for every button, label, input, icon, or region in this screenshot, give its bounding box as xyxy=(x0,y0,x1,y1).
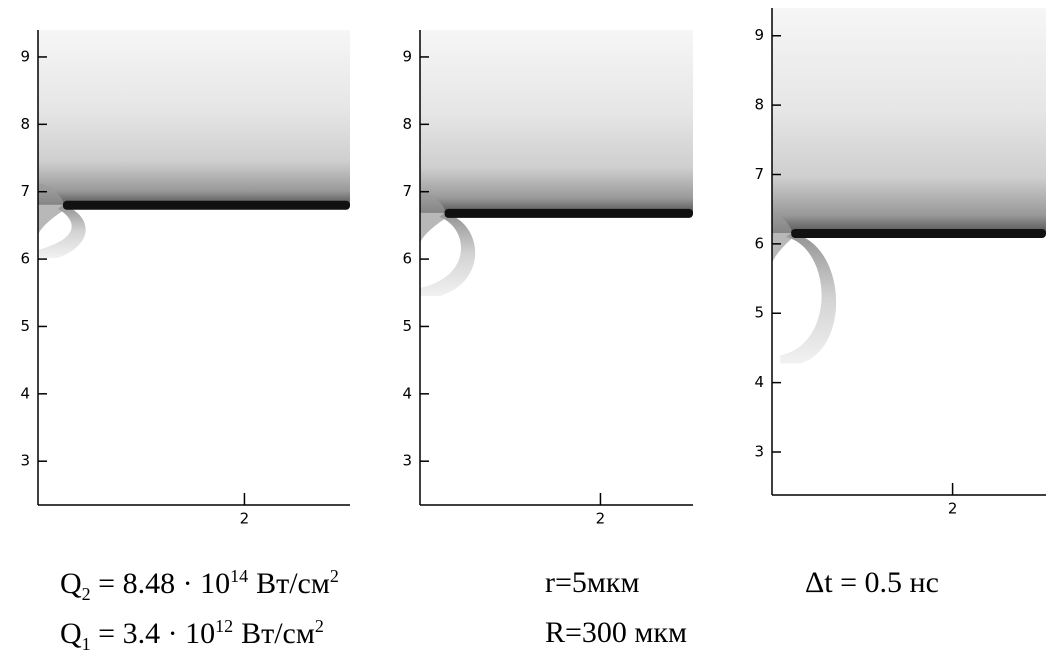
tail-shading xyxy=(780,232,837,364)
y-tick-label: 7 xyxy=(402,182,412,200)
figure: 3 4 5 6 7 8 9 2 3 4 5 6 7 8 9 2 3 4 5 6 7 8 9 2 xyxy=(20,8,1046,528)
caption-r: r=5мкм xyxy=(545,566,640,599)
tail-shading xyxy=(420,212,476,296)
text: = 8.48 · 10 xyxy=(98,567,231,600)
caption-R: R=300 мкм xyxy=(545,616,687,649)
y-tick-label: 5 xyxy=(754,304,764,322)
y-tick-label: 8 xyxy=(754,96,764,114)
y-tick-label: 9 xyxy=(20,47,30,65)
y-tick-label: 5 xyxy=(20,317,30,335)
caption-dt: Δt = 0.5 нс xyxy=(805,566,939,599)
y-tick-label: 8 xyxy=(20,115,30,133)
symbol: Q xyxy=(60,567,82,600)
y-tick-label: 3 xyxy=(20,452,30,470)
y-tick-label: 6 xyxy=(402,250,412,268)
y-tick-label: 3 xyxy=(402,452,412,470)
field-shading xyxy=(38,30,350,205)
y-tick-label: 7 xyxy=(20,182,30,200)
caption-q2: Q2 = 8.48 · 1014 Вт/см2 xyxy=(60,566,339,605)
y-tick-label: 4 xyxy=(754,373,764,391)
x-tick-label: 2 xyxy=(948,500,958,518)
front-line xyxy=(62,200,351,210)
exponent: 12 xyxy=(215,616,234,636)
exponent: 2 xyxy=(314,616,324,636)
y-tick-label: 4 xyxy=(20,384,30,402)
y-tick-label: 7 xyxy=(754,165,764,183)
field-shading xyxy=(772,8,1046,233)
y-tick-label: 6 xyxy=(20,250,30,268)
subscript: 2 xyxy=(81,584,91,604)
unit: Вт/см xyxy=(256,567,330,600)
x-tick-label: 2 xyxy=(240,510,250,528)
front-blob xyxy=(38,182,63,235)
caption-q1: Q1 = 3.4 · 1012 Вт/см2 xyxy=(60,616,324,655)
x-tick-label: 2 xyxy=(596,510,606,528)
front-blob xyxy=(772,210,792,263)
front-blob xyxy=(420,190,445,243)
y-tick-label: 3 xyxy=(754,442,764,460)
y-tick-label: 9 xyxy=(754,26,764,44)
unit: Вт/см xyxy=(241,617,315,650)
front-line xyxy=(791,228,1046,238)
tail-shading xyxy=(38,204,86,258)
subscript: 1 xyxy=(81,634,91,654)
front-line xyxy=(444,208,693,218)
y-tick-label: 9 xyxy=(402,47,412,65)
y-tick-label: 8 xyxy=(402,115,412,133)
exponent: 14 xyxy=(230,566,249,586)
y-tick-label: 6 xyxy=(754,234,764,252)
y-tick-label: 5 xyxy=(402,317,412,335)
exponent: 2 xyxy=(329,566,339,586)
field-shading xyxy=(420,30,693,213)
symbol: Q xyxy=(60,617,82,650)
text: = 3.4 · 10 xyxy=(98,617,216,650)
y-tick-label: 4 xyxy=(402,384,412,402)
